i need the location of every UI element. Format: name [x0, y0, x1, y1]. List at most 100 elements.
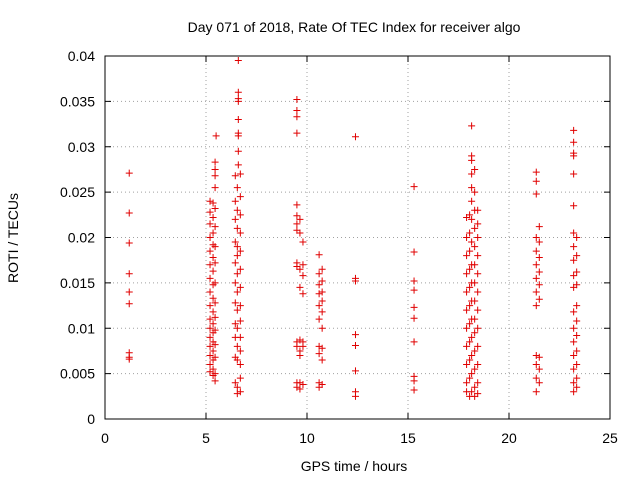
data-point [532, 351, 540, 359]
data-point [471, 279, 479, 287]
data-point [236, 374, 244, 382]
data-point [471, 297, 479, 305]
data-point [570, 324, 578, 332]
data-point [233, 342, 241, 350]
data-point [211, 259, 219, 267]
data-point [351, 392, 359, 400]
data-point [233, 324, 241, 332]
x-tick-label: 10 [299, 430, 315, 446]
data-point [463, 324, 471, 332]
axis-ticks [104, 55, 611, 420]
data-point [296, 336, 304, 344]
data-point [318, 265, 326, 273]
data-point [206, 220, 214, 228]
data-point [318, 297, 326, 305]
data-point [410, 303, 418, 311]
data-point [209, 253, 217, 261]
data-point [468, 170, 476, 178]
data-point [570, 152, 578, 160]
data-point [125, 300, 133, 308]
data-point [211, 184, 219, 192]
data-point [573, 317, 581, 325]
data-point [211, 326, 219, 334]
x-tick-label: 25 [602, 430, 618, 446]
data-point [468, 370, 476, 378]
data-point [315, 251, 323, 259]
data-point [236, 317, 244, 325]
data-point [573, 383, 581, 391]
data-point [209, 308, 217, 316]
y-tick-labels: 0 0.005 0.01 0.015 0.02 0.025 0.03 0.035 0.04 [60, 48, 95, 427]
data-point [532, 261, 540, 269]
data-point [209, 365, 217, 373]
data-point [315, 302, 323, 310]
data-point [231, 279, 239, 287]
data-point [532, 288, 540, 296]
data-point [125, 239, 133, 247]
y-tick-label: 0.015 [60, 275, 95, 291]
data-point [206, 361, 214, 369]
data-point [234, 132, 242, 140]
data-point [206, 274, 214, 282]
data-point [573, 252, 581, 260]
data-point [233, 252, 241, 260]
data-point [570, 202, 578, 210]
x-tick-label: 0 [101, 430, 109, 446]
data-point [125, 288, 133, 296]
data-point [209, 294, 217, 302]
data-point [233, 184, 241, 192]
data-point [471, 383, 479, 391]
data-point [463, 342, 471, 350]
data-point [299, 272, 307, 280]
data-point [212, 132, 220, 140]
data-point [206, 247, 214, 255]
data-point [474, 324, 482, 332]
data-point [466, 356, 474, 364]
data-point [471, 224, 479, 232]
data-point [233, 356, 241, 364]
data-point [211, 243, 219, 251]
data-point [206, 324, 214, 332]
data-point [211, 370, 219, 378]
y-tick-label: 0.005 [60, 366, 95, 382]
data-point [299, 261, 307, 269]
data-point [206, 197, 214, 205]
data-point [468, 197, 476, 205]
data-point [315, 290, 323, 298]
data-point [296, 229, 304, 237]
data-point [231, 197, 239, 205]
y-tick-label: 0 [87, 411, 95, 427]
data-point [535, 238, 543, 246]
data-point [573, 234, 581, 241]
data-point [535, 295, 543, 303]
data-point [125, 169, 133, 177]
y-tick-label: 0.035 [60, 93, 95, 109]
data-point [570, 338, 578, 346]
data-point [315, 350, 323, 358]
data-point [532, 168, 540, 176]
data-point [466, 283, 474, 291]
data-point [233, 288, 241, 296]
data-point [471, 347, 479, 355]
data-point [535, 253, 543, 261]
data-point [466, 229, 474, 237]
grid [105, 56, 610, 419]
data-point [315, 281, 323, 289]
data-point [463, 252, 471, 260]
data-point [293, 383, 301, 391]
data-point [474, 220, 482, 228]
data-point [468, 122, 476, 130]
data-point [570, 229, 578, 237]
data-point [318, 288, 326, 296]
data-point [570, 256, 578, 264]
data-point [351, 341, 359, 349]
data-point [410, 377, 418, 385]
data-point [570, 351, 578, 359]
data-point [236, 283, 244, 291]
data-point [474, 252, 482, 260]
data-point [211, 313, 219, 321]
data-point [234, 97, 242, 105]
data-point [211, 165, 219, 173]
